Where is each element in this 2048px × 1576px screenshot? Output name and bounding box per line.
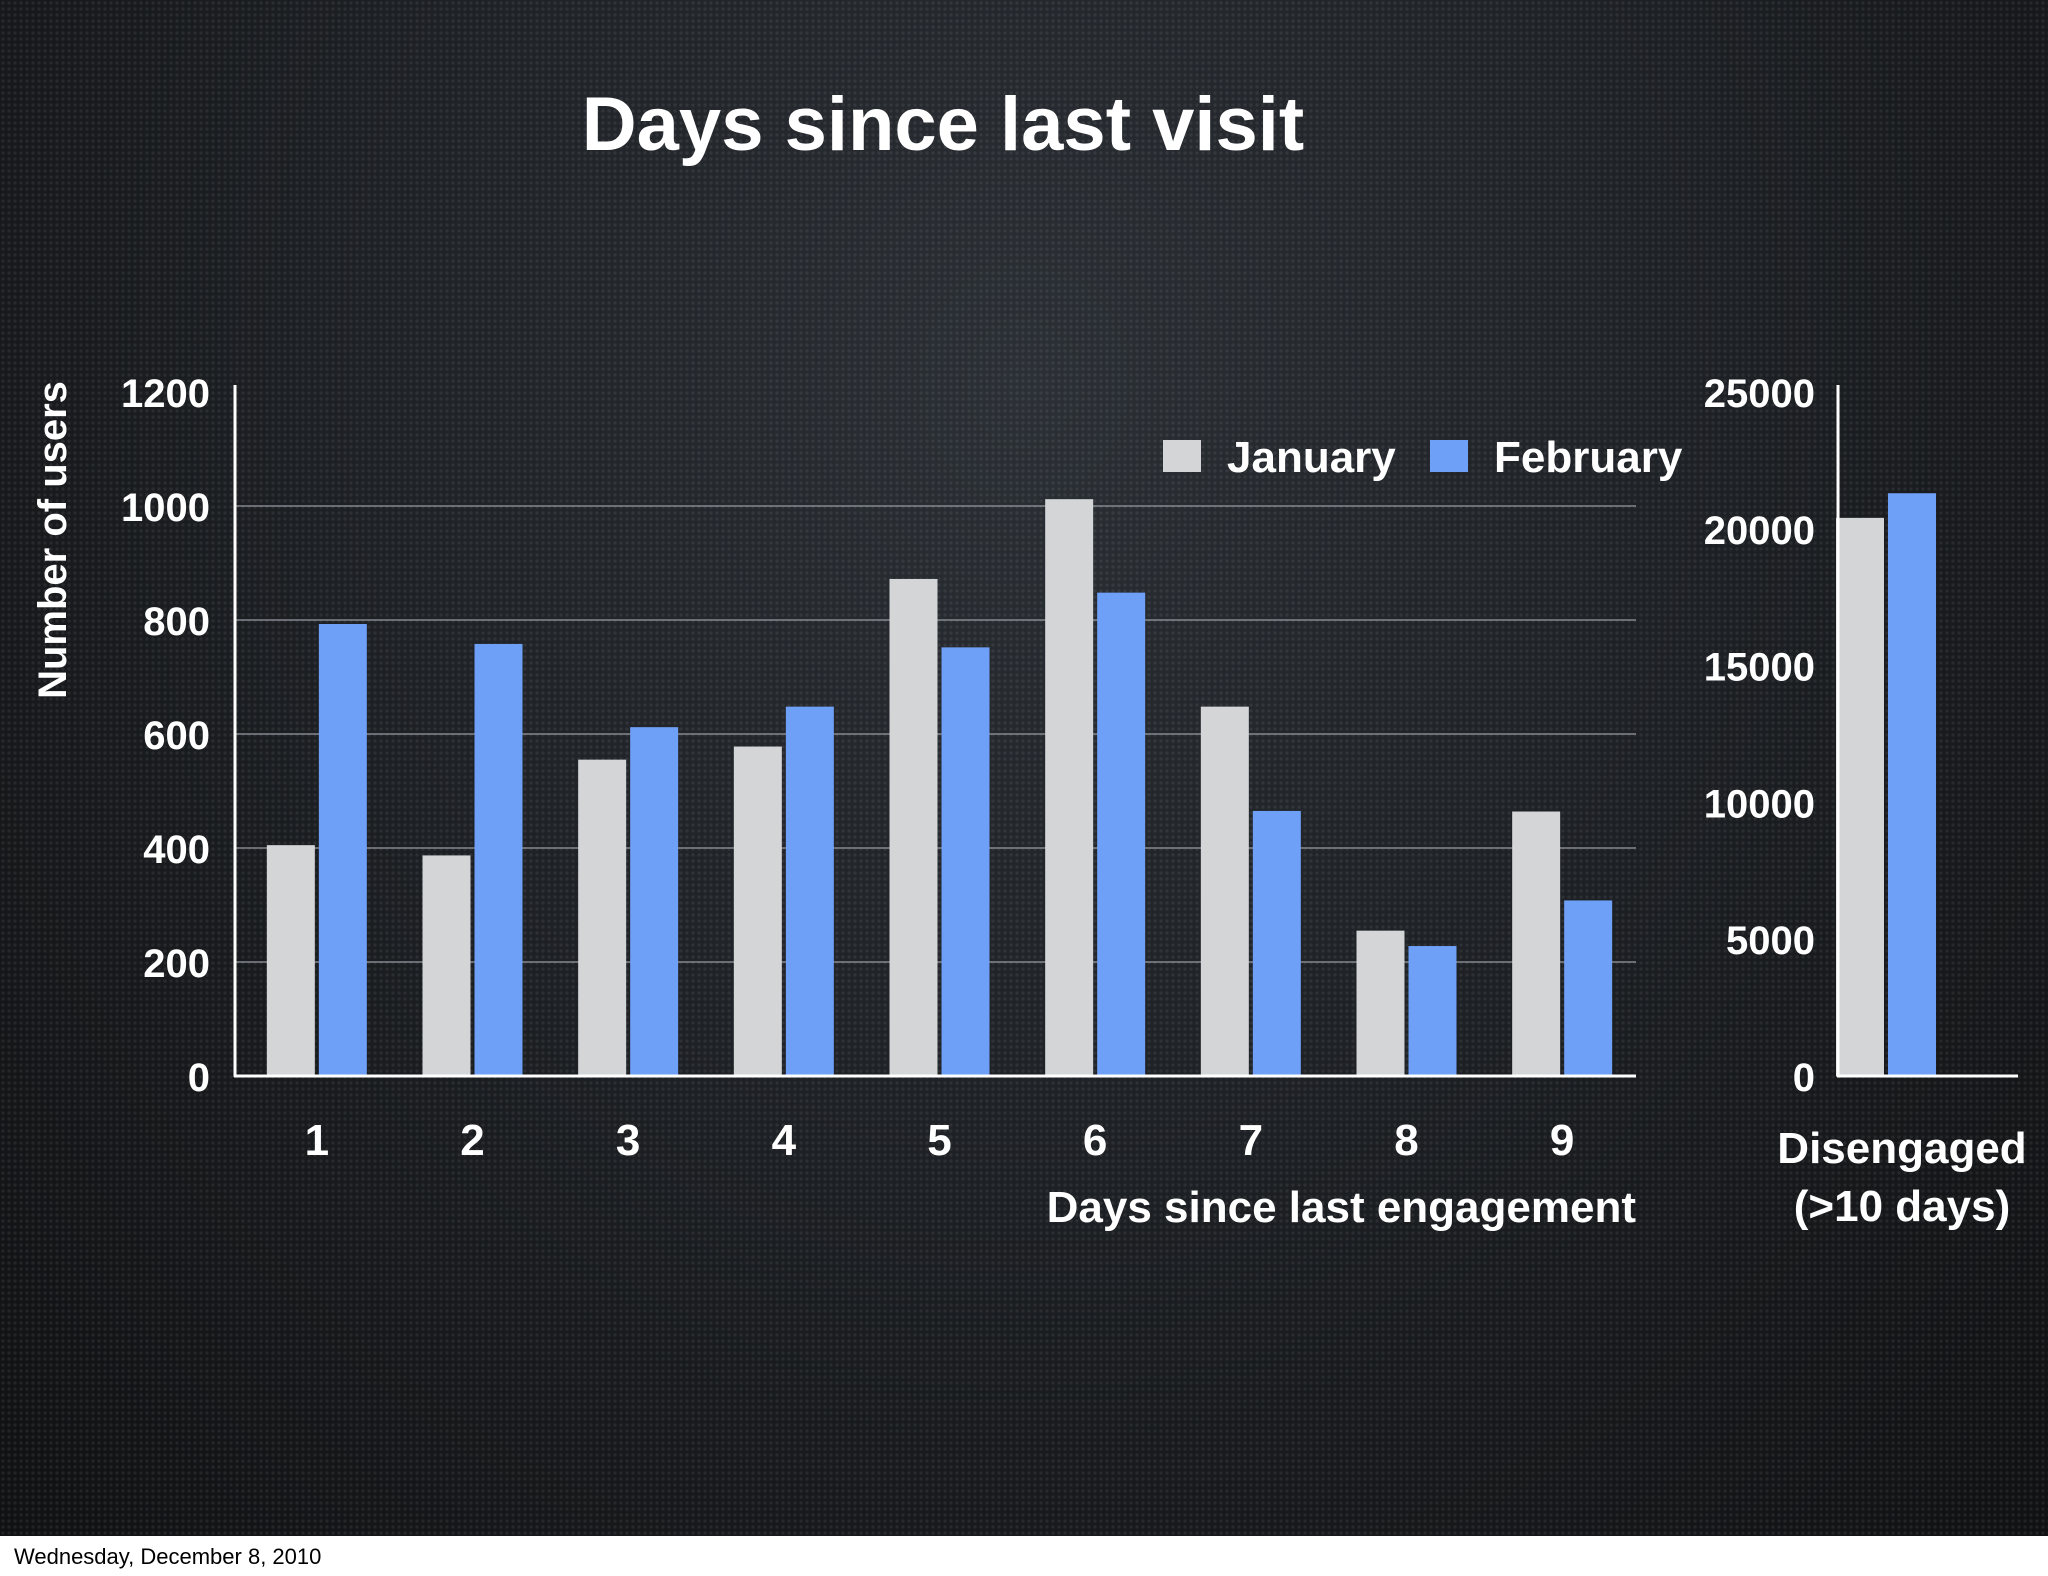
- y-tick-label: 400: [143, 828, 210, 872]
- x-tick-label: 6: [1083, 1116, 1107, 1165]
- y-tick-label: 15000: [1704, 646, 1815, 690]
- bar-january-2: [422, 855, 471, 1076]
- y-tick-label: 800: [143, 600, 210, 644]
- y-tick-label: 20000: [1704, 509, 1815, 553]
- y-tick-label: 5000: [1726, 919, 1815, 963]
- x-tick-label: 5: [927, 1116, 951, 1165]
- y-tick-label: 1200: [121, 372, 210, 416]
- legend-label-february: February: [1494, 433, 1683, 482]
- x-tick-label: 8: [1394, 1116, 1418, 1165]
- y-tick-label: 10000: [1704, 782, 1815, 826]
- x-tick-label: 1: [305, 1116, 329, 1165]
- bar-february-5: [941, 647, 990, 1076]
- x-tick-label: 4: [772, 1116, 797, 1165]
- bar-february-6: [1097, 592, 1146, 1076]
- x-tick-label: 3: [616, 1116, 640, 1165]
- bar-january-3: [578, 759, 627, 1076]
- bar-january-5: [889, 578, 938, 1076]
- bar-january-6: [1045, 499, 1094, 1076]
- x-tick-label: 7: [1239, 1116, 1263, 1165]
- main-chart: 0 200 400 600 800 1000 1200 Number of users 1 2 3 4…: [31, 372, 1683, 1232]
- y-tick-label: 200: [143, 942, 210, 986]
- bar-january-4: [733, 746, 782, 1076]
- footer: Wednesday, December 8, 2010: [0, 1536, 2048, 1576]
- legend-swatch-january: [1163, 440, 1201, 472]
- x-tick-label: 2: [460, 1116, 484, 1165]
- y-axis-title: Number of users: [31, 381, 75, 699]
- bar-february-3: [630, 727, 679, 1076]
- x-axis-title: Days since last engagement: [1047, 1183, 1637, 1232]
- bar-february-2: [474, 643, 523, 1076]
- x-tick-label: 9: [1550, 1116, 1574, 1165]
- bar-january-8: [1356, 930, 1405, 1076]
- y-tick-label: 0: [188, 1056, 210, 1100]
- chart-title: Days since last visit: [582, 82, 1304, 167]
- bar-disengaged-february: [1888, 493, 1936, 1076]
- bar-february-9: [1564, 900, 1613, 1076]
- bar-january-7: [1200, 706, 1249, 1076]
- bar-january-1: [266, 845, 315, 1076]
- bar-january-9: [1512, 811, 1561, 1076]
- footer-date: Wednesday, December 8, 2010: [14, 1544, 322, 1569]
- legend-label-january: January: [1227, 433, 1396, 482]
- y-tick-label: 25000: [1704, 372, 1815, 416]
- y-tick-label: 600: [143, 714, 210, 758]
- legend-swatch-february: [1430, 440, 1468, 472]
- y-tick-label: 0: [1793, 1056, 1815, 1100]
- x-tick-label: (>10 days): [1794, 1182, 2010, 1231]
- slide: Days since last visit 0 200 400 600 800 1000 1…: [0, 0, 2048, 1536]
- y-tick-label: 1000: [121, 486, 210, 530]
- bar-disengaged-january: [1836, 517, 1884, 1076]
- bar-february-7: [1252, 810, 1301, 1076]
- bar-february-1: [318, 623, 367, 1076]
- chart-canvas: Days since last visit 0 200 400 600 800 1000 1…: [31, 82, 2027, 1232]
- bar-february-4: [785, 706, 834, 1076]
- bar-february-8: [1408, 946, 1457, 1076]
- disengaged-chart: 0 5000 10000 15000 20000 25000 Disengaged (>10 …: [1704, 372, 2027, 1231]
- x-tick-label: Disengaged: [1777, 1124, 2026, 1173]
